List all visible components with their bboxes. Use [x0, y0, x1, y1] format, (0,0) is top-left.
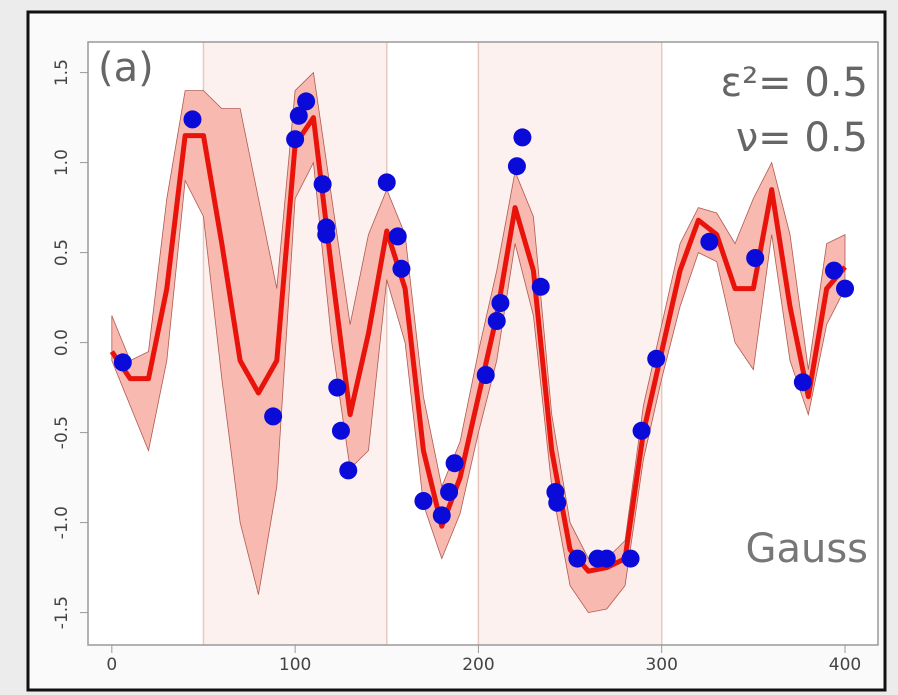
epsilon-label: ε²= 0.5 — [721, 60, 869, 106]
mean-line — [109, 115, 847, 574]
observation — [825, 261, 844, 280]
observation — [513, 128, 532, 147]
observation — [313, 175, 332, 194]
observation — [286, 130, 305, 149]
x-tick-label: 0 — [106, 655, 117, 675]
observation — [548, 493, 567, 512]
observation — [297, 92, 316, 111]
observation — [440, 483, 459, 501]
observation — [328, 378, 347, 397]
observation — [793, 373, 812, 392]
y-tick-label: 1.5 — [52, 59, 72, 86]
kernel-label: Gauss — [745, 526, 868, 572]
observation — [647, 349, 666, 368]
plot-border — [87, 41, 879, 646]
observation — [476, 366, 495, 384]
observation — [317, 225, 336, 244]
x-tick-label: 200 — [462, 655, 494, 675]
y-tick-label: -0.5 — [52, 416, 72, 449]
observation — [568, 549, 587, 568]
observation — [597, 549, 616, 568]
observation — [392, 259, 411, 278]
observation — [632, 421, 651, 440]
observation — [746, 249, 765, 267]
panel-label: (a) — [98, 45, 154, 91]
x-tick-label: 300 — [645, 655, 677, 675]
y-tick-label: 1.0 — [52, 149, 72, 176]
observation — [414, 492, 433, 510]
observation — [331, 421, 350, 440]
observation — [507, 157, 526, 176]
observation — [836, 279, 855, 298]
observation — [339, 461, 358, 480]
observation — [377, 173, 396, 192]
observation — [487, 312, 506, 330]
y-tick-label: 0.0 — [52, 329, 72, 356]
y-tick-label: 0.5 — [52, 239, 72, 266]
x-tick-label: 400 — [829, 655, 861, 675]
observation — [445, 454, 464, 473]
x-tick-label: 100 — [279, 655, 311, 675]
y-tick-label: -1.5 — [52, 596, 72, 629]
observation — [289, 106, 308, 125]
observation — [113, 353, 132, 372]
observation — [264, 407, 283, 426]
nu-label: ν= 0.5 — [736, 115, 868, 161]
observation — [388, 227, 407, 246]
observation — [621, 549, 640, 568]
observation — [700, 232, 719, 251]
observation — [432, 506, 451, 525]
observation — [491, 294, 510, 312]
observation — [183, 110, 202, 129]
observation — [531, 277, 550, 296]
y-tick-label: -1.0 — [52, 506, 72, 539]
